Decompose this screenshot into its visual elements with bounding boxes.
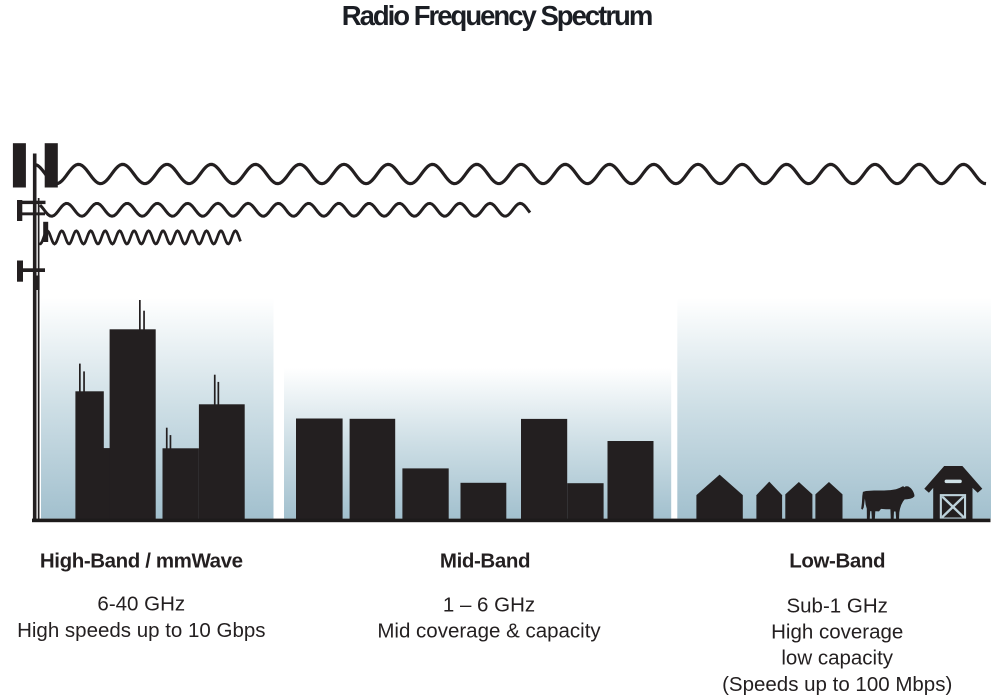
svg-text:High coverage: High coverage bbox=[771, 621, 903, 644]
svg-text:Mid coverage & capacity: Mid coverage & capacity bbox=[377, 619, 601, 642]
svg-text:Sub-1 GHz: Sub-1 GHz bbox=[786, 594, 887, 617]
svg-text:6-40 GHz: 6-40 GHz bbox=[97, 593, 185, 616]
svg-text:High speeds up to 10 Gbps: High speeds up to 10 Gbps bbox=[17, 619, 265, 642]
svg-text:1 – 6 GHz: 1 – 6 GHz bbox=[443, 593, 535, 616]
svg-text:Low-Band: Low-Band bbox=[789, 549, 885, 572]
svg-text:low capacity: low capacity bbox=[781, 646, 893, 669]
svg-text:Mid-Band: Mid-Band bbox=[440, 549, 530, 572]
svg-text:(Speeds up to 100 Mbps): (Speeds up to 100 Mbps) bbox=[722, 673, 952, 696]
svg-text:High-Band / mmWave: High-Band / mmWave bbox=[40, 549, 243, 572]
svg-text:Radio Frequency Spectrum: Radio Frequency Spectrum bbox=[342, 0, 652, 31]
